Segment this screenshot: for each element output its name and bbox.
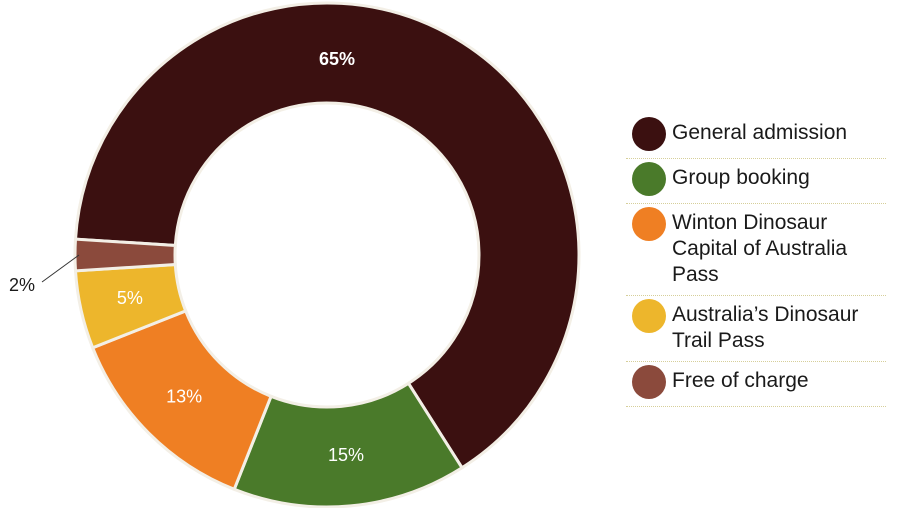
legend-label: Free of charge: [672, 369, 809, 392]
donut-slice-free-of-charge: [73, 237, 177, 273]
legend-swatch-free-of-charge: [632, 365, 666, 399]
slice-label-free-of-charge: 2%: [9, 275, 35, 295]
legend-label: Group booking: [672, 166, 810, 189]
legend-item-dinosaur-trail-pass: Australia’s Dinosaur Trail Pass: [626, 296, 886, 362]
legend-label: Winton Dinosaur Capital of Australia Pas…: [672, 211, 848, 286]
slice-label-general-admission: 65%: [319, 49, 355, 69]
donut-chart: 65% 15% 13% 5% 2%: [9, 1, 581, 508]
legend-label: Australia’s Dinosaur Trail Pass: [672, 303, 859, 352]
legend-swatch-group-booking: [632, 162, 666, 196]
slice-label-dinosaur-trail-pass: 5%: [117, 288, 143, 308]
legend-item-general-admission: General admission: [626, 114, 886, 159]
legend-item-free-of-charge: Free of charge: [626, 362, 886, 407]
slice-label-group-booking: 15%: [328, 445, 364, 465]
legend-swatch-winton-pass: [632, 207, 666, 241]
donut-slice-general-admission: [73, 1, 581, 470]
legend-swatch-dinosaur-trail-pass: [632, 299, 666, 333]
legend-item-group-booking: Group booking: [626, 159, 886, 204]
legend-label: General admission: [672, 121, 848, 144]
leader-line-free-of-charge: [41, 254, 80, 283]
legend-swatch-general-admission: [632, 117, 666, 151]
chart-legend: General admission Group booking Winton D…: [626, 114, 886, 407]
slice-label-winton-pass: 13%: [166, 387, 202, 407]
legend-item-winton-pass: Winton Dinosaur Capital of Australia Pas…: [626, 204, 886, 296]
